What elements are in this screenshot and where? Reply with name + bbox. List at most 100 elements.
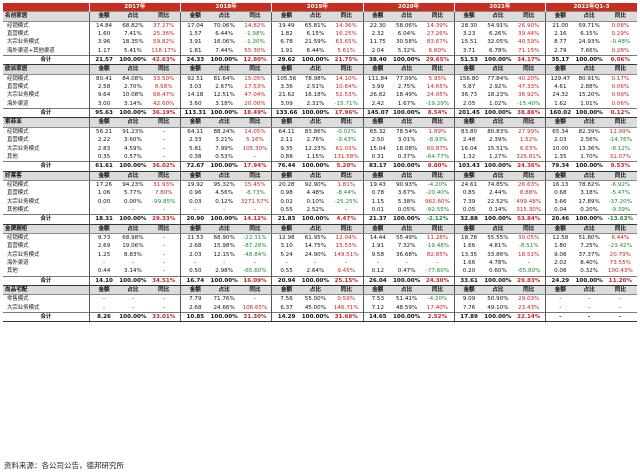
row-label: 海外渠道 (7, 100, 29, 107)
column-header: 金额 (180, 284, 210, 296)
table-cell: 83.17 (362, 161, 393, 172)
table-cell: 21.37 (362, 214, 393, 225)
table-cell: -15.40% (517, 100, 541, 107)
table-cell: - (162, 304, 165, 311)
column-header: 金额 (271, 11, 301, 22)
table-cell: -0.48% (610, 39, 631, 46)
table-cell: 95.32% (213, 181, 235, 188)
table-cell: 84.08% (122, 75, 144, 82)
table-cell: 2.50 (362, 136, 393, 145)
year-header-cell: 2017年 (88, 3, 181, 12)
table-cell: 2.68 (180, 303, 210, 313)
table-cell: -6.92% (610, 181, 631, 188)
table-cell: -15.71% (334, 100, 358, 107)
column-header: 金额 (545, 284, 575, 296)
table-cell: 2.67% (215, 84, 234, 91)
table-cell: 149.51% (333, 251, 359, 258)
table-row: 大宗业务模式 1.25 8.83% - 2.03 12.15% -48.84% 5.24 24.… (3, 250, 637, 259)
table-cell: 3.67% (397, 190, 416, 197)
column-header: 同比 (603, 11, 637, 22)
table-cell: 29.83% (512, 275, 546, 287)
column-header: 金额 (88, 117, 119, 128)
table-cell: 19.43 (362, 180, 393, 190)
table-row: 直营模式 2.22 3.60% - 2.33 3.21% 5.16% 2.11 2.76% -9.… (3, 136, 637, 145)
row-label: 其他 (7, 268, 18, 275)
column-header: 占比 (118, 170, 148, 181)
table-row: 经销模式 14.84 68.82% 37.27% 17.04 70.06% 14.82% 19… (3, 21, 637, 31)
column-header: 占比 (483, 11, 513, 22)
table-cell: 25.15% (329, 275, 364, 287)
table-cell: 0.06% (603, 55, 637, 66)
table-row: 经销模式 17.26 94.23% 31.93% 19.92 95.32% 15.45% 20… (3, 180, 637, 190)
table-cell: 2.04 (362, 46, 393, 56)
table-row: 大宗业务模式 2.83 4.59% - 5.81 7.99% 105.30% 9.35 12.2… (3, 144, 637, 153)
table-cell: 77.84% (487, 75, 509, 82)
table-cell: 65.81% (304, 22, 327, 29)
column-header: 占比 (392, 284, 422, 296)
column-header: 同比 (603, 223, 637, 234)
table-cell: 33.86% (487, 251, 509, 258)
table-cell: 20.46 (545, 214, 575, 225)
table-cell: 18.08% (395, 145, 418, 152)
table-cell: 92.90% (304, 181, 327, 188)
table-cell: 29.62 (271, 55, 301, 66)
table-cell: - (271, 258, 301, 268)
table-cell: 2.02 (545, 258, 575, 268)
row-label: 大宗业务模式 (7, 145, 40, 152)
column-header: 同比 (603, 170, 637, 181)
table-cell: 100.00% (392, 312, 422, 323)
table-cell: 0.12% (603, 108, 637, 119)
table-cell: 9.73 (88, 233, 119, 243)
table-row: 其他 0.44 3.14% - 0.50 2.98% -65.60% 0.55 2.64% 9.4… (3, 267, 637, 277)
row-label: 直营模式 (7, 243, 29, 250)
table-cell: 59.82% (153, 39, 175, 46)
table-cell: 9.35 (271, 144, 301, 153)
table-cell: - (88, 205, 119, 215)
table-cell: 103.43 (453, 161, 484, 172)
table-cell: 88.24% (213, 128, 235, 135)
table-cell: 7.25% (580, 243, 599, 250)
table-cell: 19.92 (180, 180, 210, 190)
table-cell: 2.56% (580, 137, 599, 144)
company-header-row: 欧派家居 金额 占比 同比 金额 占比 同比 金额 占比 同比 金额 占比 同比 金额 占比 同比 金额 占比 同比 (3, 64, 637, 75)
table-cell: 80.91% (578, 75, 600, 82)
row-label: 直营模式 (7, 31, 29, 38)
table-cell: 34.17% (512, 55, 546, 66)
table-cell: 100.00% (118, 55, 148, 66)
table-cell: 0.37% (397, 153, 416, 160)
column-header: 占比 (118, 223, 148, 234)
table-cell: 6.44% (215, 31, 234, 38)
table-cell: 16.18% (304, 92, 327, 99)
table-cell: 0.85 (453, 189, 484, 198)
table-cell: - (131, 259, 134, 266)
table-cell: 5.16% (246, 137, 264, 144)
table-cell: 45.00% (304, 304, 327, 311)
table-cell: 100.00% (300, 161, 330, 172)
table-cell: 14.18 (180, 91, 210, 100)
table-cell: -5.47% (610, 190, 631, 197)
table-cell: - (131, 296, 134, 303)
table-cell: 3.10 (271, 242, 301, 251)
column-header: 金额 (545, 11, 575, 22)
row-label: 直营模式 (7, 190, 29, 197)
table-cell: 30.05% (518, 234, 540, 241)
table-cell: 0.59% (337, 296, 356, 303)
table-cell: 9.45% (337, 268, 356, 275)
table-cell: 1.66 (453, 258, 484, 268)
table-cell: 0.60% (488, 268, 507, 275)
column-header: 同比 (603, 117, 637, 128)
column-header: 占比 (209, 170, 239, 181)
table-cell: 68.47% (153, 92, 175, 99)
table-cell: 36.68% (395, 251, 418, 258)
table-cell: 2.88% (580, 84, 599, 91)
table-cell: 0.98 (271, 189, 301, 198)
table-cell: 17.26 (88, 180, 119, 190)
table-cell: 0.20 (453, 267, 484, 277)
table-cell: -23.42% (608, 243, 633, 250)
table-cell: 15.20% (578, 92, 600, 99)
table-cell: 3.00 (88, 99, 119, 109)
table-cell: 68.82% (122, 22, 144, 29)
company-header-row: 金牌厨柜 金额 占比 同比 金额 占比 同比 金额 占比 同比 金额 占比 同比 金额 占比 同比 金额 占比 同比 (3, 223, 637, 234)
table-cell: 55.30% (244, 47, 266, 54)
table-cell: 100.00% (209, 55, 239, 66)
